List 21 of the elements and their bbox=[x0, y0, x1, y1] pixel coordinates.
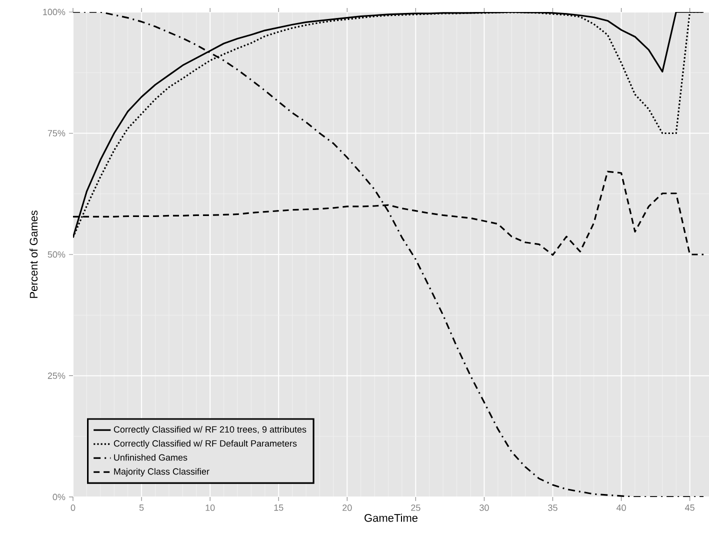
legend-label: Correctly Classified w/ RF 210 trees, 9 attributes bbox=[114, 426, 306, 434]
y-tick-label: 75% bbox=[48, 130, 66, 136]
x-tick-label: 10 bbox=[206, 504, 215, 511]
legend-label: Unfinished Games bbox=[114, 454, 188, 461]
legend-label: Majority Class Classifier bbox=[114, 468, 210, 476]
x-tick-label: 40 bbox=[616, 504, 626, 511]
x-tick-label: 45 bbox=[685, 504, 694, 511]
x-tick-label: 15 bbox=[274, 504, 284, 511]
y-tick-label: 50% bbox=[48, 251, 66, 258]
y-tick-label: 25% bbox=[48, 372, 66, 379]
y-axis-title: Percent of Games bbox=[30, 210, 38, 298]
x-tick-label: 30 bbox=[480, 504, 489, 511]
x-axis-title: GameTime bbox=[364, 514, 418, 522]
x-tick-label: 35 bbox=[548, 504, 558, 511]
x-tick-label: 5 bbox=[139, 504, 144, 511]
y-tick-label: 100% bbox=[43, 8, 66, 16]
y-tick-label: 0% bbox=[52, 494, 66, 500]
x-tick-label: 20 bbox=[342, 504, 352, 511]
x-tick-label: 25 bbox=[411, 504, 420, 511]
x-tick-label: 0 bbox=[70, 504, 76, 511]
legend-label: Correctly Classified w/ RF Default Parameters bbox=[114, 440, 297, 448]
